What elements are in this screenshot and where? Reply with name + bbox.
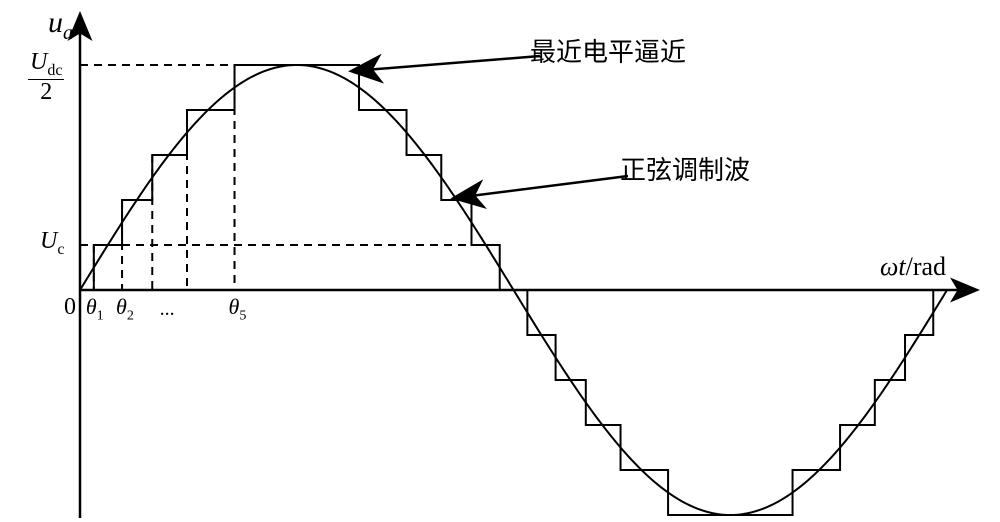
annotation-sine-wave: 正弦调制波 (620, 150, 750, 187)
diagram-svg (0, 0, 1000, 522)
theta1-label: θ1 (86, 294, 104, 324)
y-tick-udc-over-2: Udc 2 (28, 50, 64, 106)
theta5-label: θ5 (229, 294, 247, 324)
theta-dots-label: ... (160, 298, 175, 321)
y-axis-label: ua (48, 6, 73, 45)
y-tick-uc: Uc (40, 228, 64, 259)
origin-label: 0 (64, 294, 76, 321)
x-axis-label: ωt/rad (880, 252, 946, 282)
theta2-label: θ2 (116, 294, 134, 324)
annotation-nearest-level: 最近电平逼近 (530, 32, 686, 69)
diagram-stage: ua Udc 2 Uc 0 ωt/rad θ1 θ2 ... θ5 最近电平逼近… (0, 0, 1000, 522)
